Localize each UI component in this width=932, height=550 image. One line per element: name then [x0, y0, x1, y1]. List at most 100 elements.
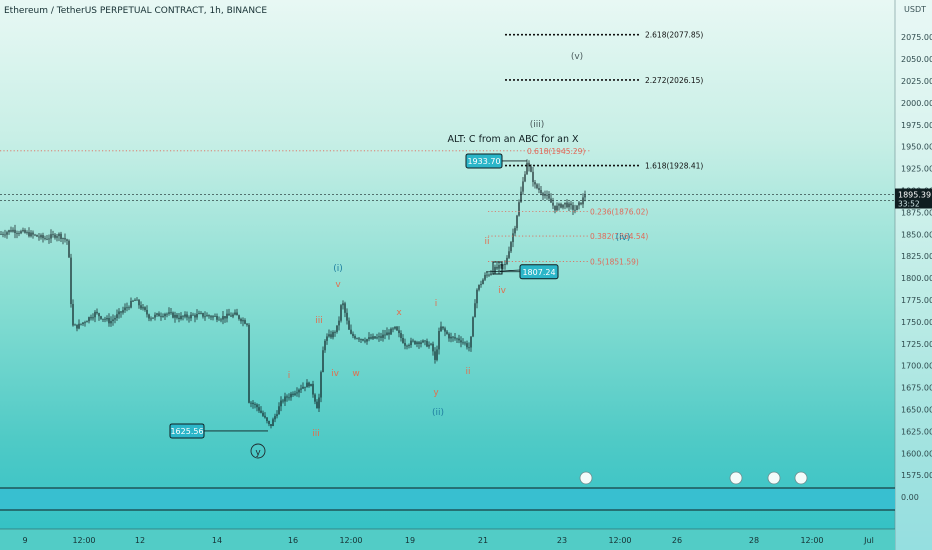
candle-body — [10, 230, 12, 232]
candle-body — [488, 274, 490, 276]
fib-level-label: 0.5(1851.59) — [590, 257, 639, 266]
y-tick-label: 1625.00 — [901, 427, 932, 436]
candle-body — [150, 318, 152, 320]
candle-body — [536, 184, 538, 189]
candle-body — [184, 314, 186, 317]
price-axis-panel[interactable] — [895, 0, 932, 550]
candle-body — [120, 311, 122, 313]
candle-body — [30, 232, 32, 237]
candle-body — [522, 181, 524, 192]
candle-body — [358, 338, 360, 340]
x-tick-label: 14 — [212, 536, 222, 545]
news-icon[interactable] — [794, 471, 808, 485]
candle-body — [136, 299, 138, 301]
candle-body — [422, 340, 424, 343]
current-price-badge[interactable] — [895, 188, 932, 209]
candle-body — [168, 312, 170, 314]
candle-body — [186, 314, 188, 318]
candle-body — [244, 320, 246, 324]
currency-unit: USDT — [904, 5, 926, 14]
current-price-value: 1895.39 — [898, 191, 931, 200]
candle-body — [172, 312, 174, 318]
candle-body — [124, 307, 126, 311]
candle-body — [4, 234, 6, 236]
candle-body — [546, 194, 548, 196]
candle-body — [140, 305, 142, 309]
candle-body — [374, 336, 376, 339]
candle-body — [242, 320, 244, 322]
candle-body — [166, 313, 168, 315]
candle-body — [566, 202, 568, 208]
candle-body — [356, 338, 358, 340]
candle-body — [446, 331, 448, 334]
candle-body — [256, 404, 258, 408]
candle-body — [306, 382, 308, 388]
wave-label: (v) — [571, 52, 583, 62]
price-label-box[interactable] — [465, 153, 503, 169]
candle-body — [380, 336, 382, 338]
candle-body — [432, 343, 434, 352]
candle-body — [348, 320, 350, 330]
news-icon[interactable] — [767, 471, 781, 485]
candle-body — [190, 314, 192, 319]
candle-body — [160, 316, 162, 318]
candle-body — [472, 317, 474, 337]
candle-body — [70, 257, 72, 305]
candle-body — [270, 424, 272, 426]
wave-label: iii — [315, 316, 323, 326]
candle-body — [450, 336, 452, 339]
candle-body — [158, 313, 160, 317]
x-tick-label: 12:00 — [72, 536, 95, 545]
chart-title: Ethereum / TetherUS PERPETUAL CONTRACT, … — [4, 6, 268, 16]
candle-body — [122, 310, 124, 313]
candle-body — [378, 336, 380, 338]
candle-body — [410, 340, 412, 346]
event-icon[interactable] — [579, 471, 593, 485]
candle-body — [222, 316, 224, 320]
candle-body — [416, 342, 418, 345]
candle-body — [520, 191, 522, 203]
y-tick-label: 1975.00 — [901, 121, 932, 130]
consolidation-box — [492, 261, 503, 275]
candle-body — [102, 318, 104, 320]
candle-body — [200, 312, 202, 314]
candle-body — [364, 340, 366, 342]
news-icon[interactable] — [729, 471, 743, 485]
candle-body — [218, 319, 220, 321]
x-tick-label: 12:00 — [800, 536, 823, 545]
x-tick-label: 28 — [749, 536, 759, 545]
candle-body — [408, 345, 410, 347]
candle-body — [84, 322, 86, 324]
candle-body — [268, 421, 270, 425]
candle-body — [514, 228, 516, 234]
candle-body — [72, 304, 74, 326]
candle-body — [46, 238, 48, 240]
candle-body — [260, 410, 262, 413]
candle-body — [210, 316, 212, 318]
y-tick-label: 1650.00 — [901, 406, 932, 415]
candle-body — [126, 307, 128, 309]
candle-body — [466, 343, 468, 348]
price-label-box[interactable] — [169, 423, 205, 439]
wave-label: iii — [312, 429, 320, 439]
candle-body — [538, 188, 540, 190]
candle-body — [460, 340, 462, 343]
candle-body — [578, 202, 580, 206]
fib-level-label: 0.382(1864.54) — [590, 232, 648, 241]
candle-body — [528, 162, 530, 167]
price-label-box[interactable] — [519, 264, 559, 280]
wave-label: i — [435, 299, 438, 309]
candle-body — [238, 315, 240, 319]
candle-body — [226, 313, 228, 319]
candle-body — [206, 315, 208, 317]
candle-body — [280, 400, 282, 407]
candle-body — [540, 189, 542, 194]
candle-body — [300, 388, 302, 390]
candle-body — [112, 319, 114, 322]
candle-body — [458, 338, 460, 341]
candle-body — [334, 331, 336, 333]
candle-body — [562, 204, 564, 208]
candle-body — [342, 303, 344, 306]
candle-body — [296, 392, 298, 394]
